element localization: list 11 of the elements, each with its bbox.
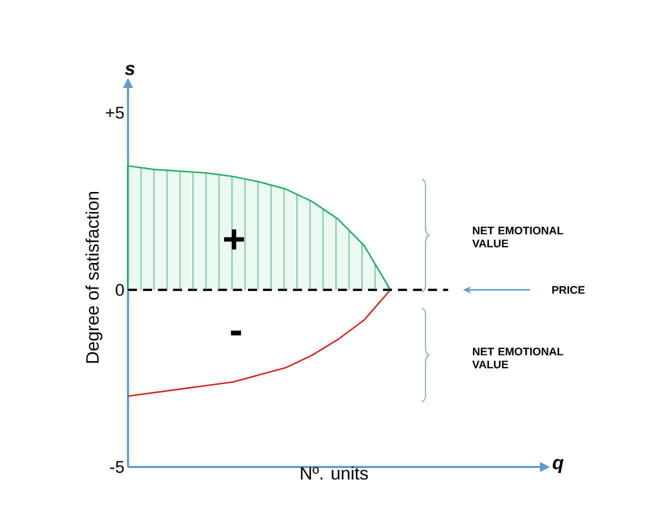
annotation: - [230, 330, 242, 336]
text: NET EMOTIONAL VALUE [472, 226, 564, 248]
ref-line-label: PRICE [552, 286, 585, 294]
y-tick-label: +5 [106, 106, 124, 119]
text: s [124, 64, 135, 76]
y-tick-label: -5 [110, 461, 124, 473]
y-tick-label: 0 [116, 284, 124, 296]
y-axis-title: Degree of satisfaction [86, 192, 102, 363]
text: q [552, 458, 564, 474]
text: NET EMOTIONAL VALUE [472, 348, 564, 368]
x-axis-title: Nº. units [300, 466, 368, 480]
